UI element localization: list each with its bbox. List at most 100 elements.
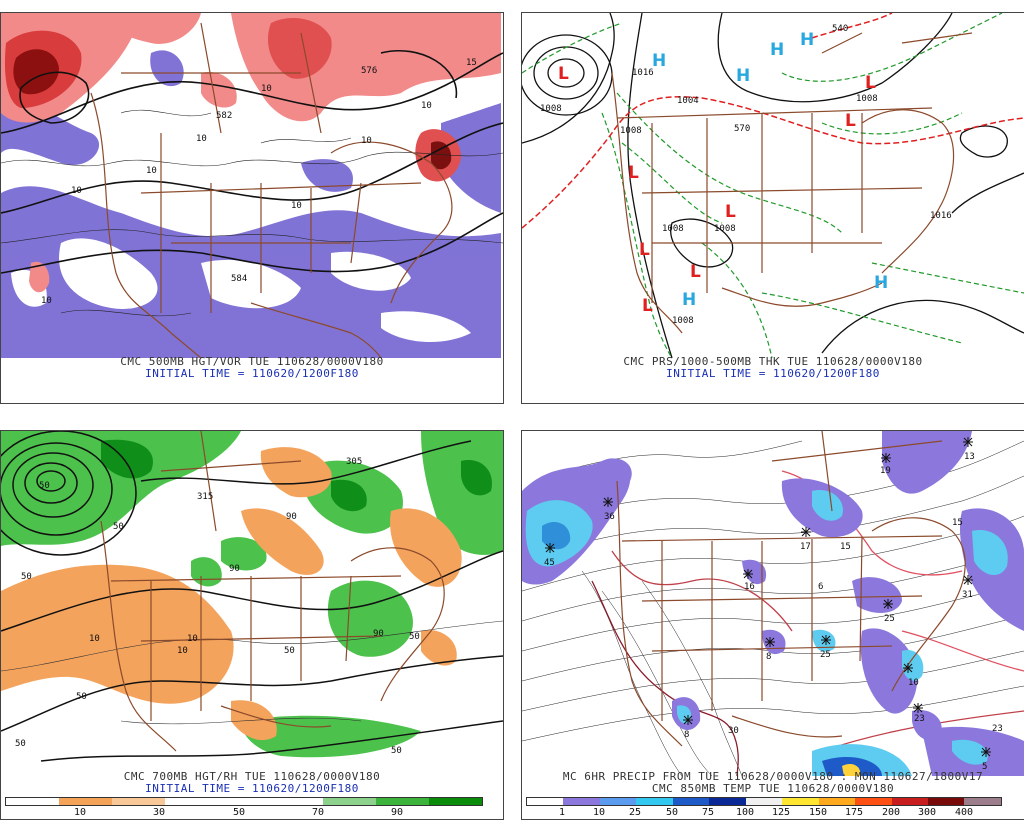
vorticity-contours [1, 109, 503, 317]
map-prs-thickness: H H H H H H L L L L L L L L 1008 1016 [522, 13, 1024, 358]
precip-value-label: 17 [800, 542, 811, 552]
colorbar-label: 75 [701, 807, 715, 818]
colorbar-swatch [672, 798, 710, 805]
colorbar-swatch [323, 798, 377, 805]
precip-value-label: 8 [766, 652, 771, 662]
contour-label: 90 [229, 564, 240, 574]
rh-very-moist-areas [101, 439, 492, 512]
geographic-borders [616, 431, 966, 747]
high-pressure-marker: H [652, 51, 666, 71]
isobar-label: 1008 [620, 126, 642, 136]
colorbar-swatch [855, 798, 892, 805]
colorbar-label: 125 [771, 807, 791, 818]
colorbar-label: 1 [558, 807, 566, 818]
precip-value-label: 36 [604, 512, 615, 522]
precip-value-label: 23 [914, 714, 925, 724]
map-precip-graphic: 36 45 17 25 15 23 8 16 19 25 10 23 30 8 … [522, 431, 1024, 776]
contour-label: 50 [391, 746, 402, 756]
colorbar-swatch [636, 798, 673, 805]
contour-label: 50 [113, 522, 124, 532]
high-pressure-centers: H H H H H H [652, 30, 888, 310]
asterisk-icon [963, 437, 973, 447]
precip-station-labels: 36 45 17 25 15 23 8 16 19 25 10 23 30 8 … [544, 452, 1003, 772]
precip-value-label: 5 [982, 762, 987, 772]
contour-label: 305 [346, 457, 362, 467]
colorbar-label: 50 [665, 807, 679, 818]
contour-label: 50 [21, 572, 32, 582]
precip-value-label: 25 [884, 614, 895, 624]
contour-label: 10 [187, 634, 198, 644]
isobar-label: 1008 [540, 104, 562, 114]
map-700mb-graphic: 50 50 50 50 10 10 10 50 50 50 315 305 90… [1, 431, 503, 762]
asterisk-icon [603, 497, 613, 507]
contour-label: 50 [15, 739, 26, 749]
colorbar-label: 400 [954, 807, 974, 818]
colorbar-swatch [6, 798, 59, 805]
colorbar-label: 10 [73, 807, 87, 818]
contour-labels: 582 576 584 10 10 10 10 10 10 10 10 15 [41, 58, 477, 306]
colorbar-swatch [818, 798, 856, 805]
colorbar-swatch [964, 798, 1001, 805]
isobar-label: 1008 [856, 94, 878, 104]
map-700mb-rh: 50 50 50 50 10 10 10 50 50 50 315 305 90… [1, 431, 503, 776]
precip-areas [522, 431, 1024, 776]
colorbar-label: 150 [808, 807, 828, 818]
station-asterisk-icons [545, 437, 991, 757]
asterisk-icon [963, 575, 973, 585]
contour-label: 10 [71, 186, 82, 196]
colorbar-label: 100 [735, 807, 755, 818]
low-pressure-centers: L L L L L L L L [558, 64, 876, 316]
precip-colorbar [526, 797, 1002, 806]
panel-init-time: INITIAL TIME = 110620/1200F180 [145, 367, 359, 380]
low-pressure-marker: L [845, 111, 856, 131]
asterisk-icon [981, 747, 991, 757]
precip-value-label: 25 [820, 650, 831, 660]
panel-prs-thickness: H H H H H H L L L L L L L L 1008 1016 [521, 12, 1024, 404]
geographic-borders [611, 32, 973, 334]
high-pressure-marker: H [682, 290, 696, 310]
asterisk-icon [903, 663, 913, 673]
low-pressure-marker: L [639, 240, 650, 260]
thickness-lines [522, 13, 1024, 358]
panel-init-time: INITIAL TIME = 110620/1200F180 [666, 367, 880, 380]
high-pressure-marker: H [736, 66, 750, 86]
precip-value-label: 31 [962, 590, 973, 600]
contour-labels: 50 50 50 50 10 10 10 50 50 50 315 305 90… [15, 457, 420, 756]
colorbar-swatch [111, 798, 165, 805]
asterisk-icon [683, 715, 693, 725]
isobar-label: 1016 [632, 68, 654, 78]
isobar-label: 540 [832, 24, 848, 34]
colorbar-label: 50 [232, 807, 246, 818]
height-contours [1, 431, 503, 762]
geographic-borders [100, 431, 445, 752]
colorbar-swatch [217, 798, 271, 805]
asterisk-icon [765, 637, 775, 647]
contour-label: 50 [409, 632, 420, 642]
geographic-borders [90, 22, 453, 358]
contour-label: 90 [286, 512, 297, 522]
height-contours [1, 50, 503, 274]
precip-value-label: 6 [818, 582, 823, 592]
colorbar-label: 25 [628, 807, 642, 818]
precip-value-label: 16 [744, 582, 755, 592]
low-pressure-marker: L [558, 64, 569, 84]
contour-label: 10 [89, 634, 100, 644]
panel-precip: 36 45 17 25 15 23 8 16 19 25 10 23 30 8 … [521, 430, 1024, 820]
panel-500mb: 582 576 584 10 10 10 10 10 10 10 10 15 C… [0, 12, 504, 404]
colorbar-label: 200 [881, 807, 901, 818]
contour-label: 576 [361, 66, 377, 76]
asterisk-icon [913, 703, 923, 713]
colorbar-swatch [270, 798, 324, 805]
colorbar-label: 300 [917, 807, 937, 818]
colorbar-swatch [782, 798, 819, 805]
colorbar-label: 30 [152, 807, 166, 818]
colorbar-swatch [376, 798, 429, 805]
colorbar-swatch [527, 798, 564, 805]
panel-caption: MC 6HR PRECIP FROM TUE 110628/0000V180 :… [562, 770, 984, 783]
panel-caption-secondary: CMC 850MB TEMP TUE 110628/0000V180 [651, 782, 895, 795]
asterisk-icon [883, 599, 893, 609]
precip-value-label: 15 [840, 542, 851, 552]
asterisk-icon [821, 635, 831, 645]
asterisk-icon [545, 543, 555, 553]
colorbar-swatch [429, 798, 482, 805]
